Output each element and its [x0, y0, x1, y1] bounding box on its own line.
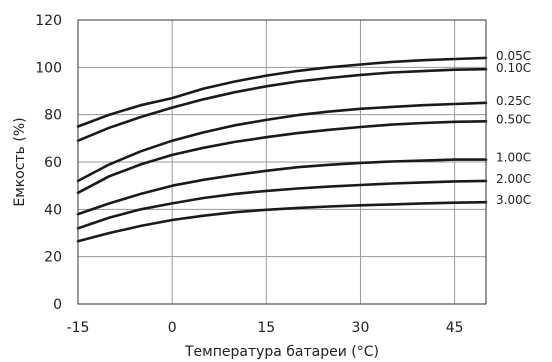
y-tick-label: 20 [44, 250, 62, 266]
series-line [76, 101, 488, 183]
series-label: 1.00C [496, 151, 531, 165]
x-axis-ticks: -15 0 15 30 45 [67, 320, 464, 336]
y-tick-label: 100 [35, 60, 62, 76]
x-tick-label: 45 [446, 320, 464, 336]
y-axis-ticks: 0 20 40 60 80 100 120 [35, 13, 62, 313]
series-line [76, 120, 488, 195]
y-tick-label: 80 [44, 108, 62, 124]
series-label: 0.50C [496, 112, 531, 126]
series-line [76, 158, 488, 216]
y-axis-title: Емкость (%) [12, 117, 28, 206]
x-tick-label: -15 [67, 320, 90, 336]
series-label: 0.10C [496, 61, 531, 75]
series-line [76, 200, 488, 243]
series-lines [76, 56, 488, 243]
x-tick-label: 30 [352, 320, 370, 336]
y-tick-label: 40 [44, 202, 62, 218]
x-tick-label: 0 [168, 320, 177, 336]
grid [77, 19, 486, 305]
x-axis-title: Температура батареи (°C) [184, 344, 379, 360]
series-label: 0.05C [496, 49, 531, 63]
series-label: 0.25C [496, 94, 531, 108]
plot-frame [77, 19, 487, 305]
y-tick-label: 120 [35, 13, 62, 29]
series-line [76, 179, 488, 230]
series-line [76, 56, 488, 128]
series-label: 2.00C [496, 172, 531, 186]
y-tick-label: 0 [53, 297, 62, 313]
series-line [76, 67, 488, 142]
series-label: 3.00C [496, 193, 531, 207]
x-tick-label: 15 [257, 320, 275, 336]
y-tick-label: 60 [44, 155, 62, 171]
